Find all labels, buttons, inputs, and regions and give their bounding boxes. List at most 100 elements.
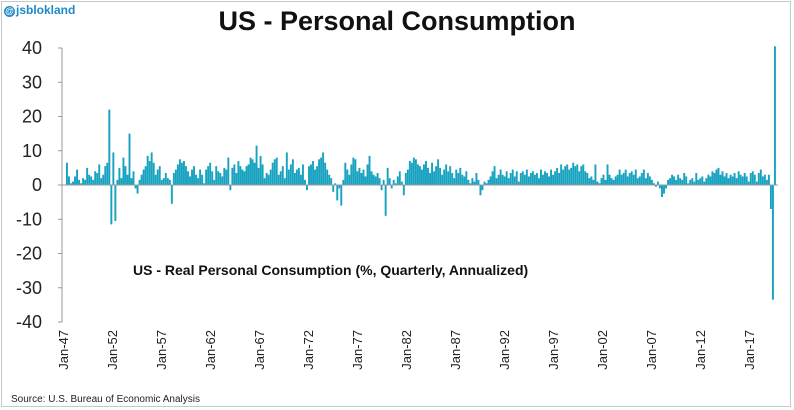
bar — [459, 167, 462, 186]
at-icon: @ — [4, 6, 15, 17]
bar — [235, 173, 238, 185]
bar — [749, 173, 752, 185]
bar — [646, 173, 649, 185]
bar — [723, 176, 726, 185]
bar — [546, 173, 548, 185]
bar — [614, 176, 617, 185]
bar — [152, 162, 155, 185]
bar — [703, 181, 706, 185]
bar — [237, 161, 240, 185]
bar — [150, 152, 153, 185]
bar — [187, 171, 189, 185]
x-tick-label: Jan-62 — [203, 330, 218, 370]
bar — [489, 176, 492, 185]
bar — [360, 173, 363, 185]
bar — [322, 152, 325, 185]
bar — [701, 176, 704, 185]
bar — [374, 176, 377, 185]
bar — [275, 157, 278, 185]
bar — [592, 179, 595, 185]
bar — [346, 169, 349, 185]
bar — [717, 167, 720, 186]
bar — [394, 183, 397, 185]
bar — [295, 169, 298, 185]
bar — [259, 155, 262, 185]
bar — [743, 173, 746, 185]
bar — [527, 176, 530, 185]
bar — [465, 171, 468, 185]
bar — [578, 171, 581, 185]
bar — [463, 176, 466, 185]
bar — [182, 161, 185, 185]
bar — [455, 169, 458, 185]
bar — [199, 169, 202, 185]
bar — [158, 166, 161, 185]
bar — [368, 155, 371, 185]
bar — [332, 185, 335, 192]
x-tick-label: Jan-12 — [693, 330, 708, 370]
bar — [245, 166, 248, 185]
bar — [136, 185, 139, 194]
bar — [174, 169, 177, 185]
bar — [596, 181, 599, 185]
bar — [697, 179, 700, 185]
bar — [231, 167, 234, 186]
bar — [84, 179, 87, 185]
bar — [425, 161, 427, 185]
bar — [207, 166, 210, 185]
bar — [142, 169, 145, 185]
y-tick-label: 40 — [22, 38, 42, 58]
bar — [715, 169, 718, 185]
bar — [229, 185, 232, 191]
bar — [114, 185, 117, 221]
bar — [594, 164, 597, 185]
bar — [533, 174, 536, 185]
bar — [586, 173, 589, 185]
bar — [757, 173, 760, 185]
bar — [634, 169, 637, 185]
bar — [172, 173, 175, 185]
bar — [540, 169, 542, 185]
bar — [106, 162, 109, 185]
bar — [166, 178, 169, 185]
bar — [78, 179, 81, 185]
bar — [505, 171, 508, 185]
bar — [499, 169, 502, 185]
bar — [638, 176, 641, 185]
bar — [354, 159, 357, 185]
bar — [82, 178, 85, 185]
bar — [378, 178, 381, 185]
bar — [673, 176, 676, 185]
x-tick-label: Jan-52 — [105, 330, 120, 370]
bar — [616, 174, 619, 185]
bar — [618, 169, 621, 185]
bar — [636, 178, 639, 185]
bar — [358, 167, 361, 186]
bar — [612, 179, 615, 185]
bar — [283, 178, 286, 185]
bar — [556, 167, 559, 186]
bar — [209, 162, 212, 185]
bar — [126, 174, 129, 185]
bar — [243, 171, 246, 185]
bar — [493, 166, 496, 185]
bar — [755, 181, 758, 185]
x-tick-label: Jan-07 — [644, 330, 659, 370]
bar — [312, 161, 314, 185]
bar — [719, 174, 722, 185]
bar — [261, 164, 264, 185]
bar — [519, 173, 522, 185]
bar — [693, 181, 696, 185]
bar — [439, 167, 442, 186]
bar — [622, 173, 625, 185]
bar — [277, 174, 280, 185]
bar — [669, 178, 672, 185]
bar — [544, 171, 546, 185]
bar — [584, 171, 587, 185]
bar — [249, 157, 252, 185]
x-tick-label: Jan-17 — [742, 330, 757, 370]
bar — [451, 173, 454, 185]
bar — [687, 183, 690, 185]
bar — [255, 145, 258, 185]
bar — [120, 178, 123, 185]
